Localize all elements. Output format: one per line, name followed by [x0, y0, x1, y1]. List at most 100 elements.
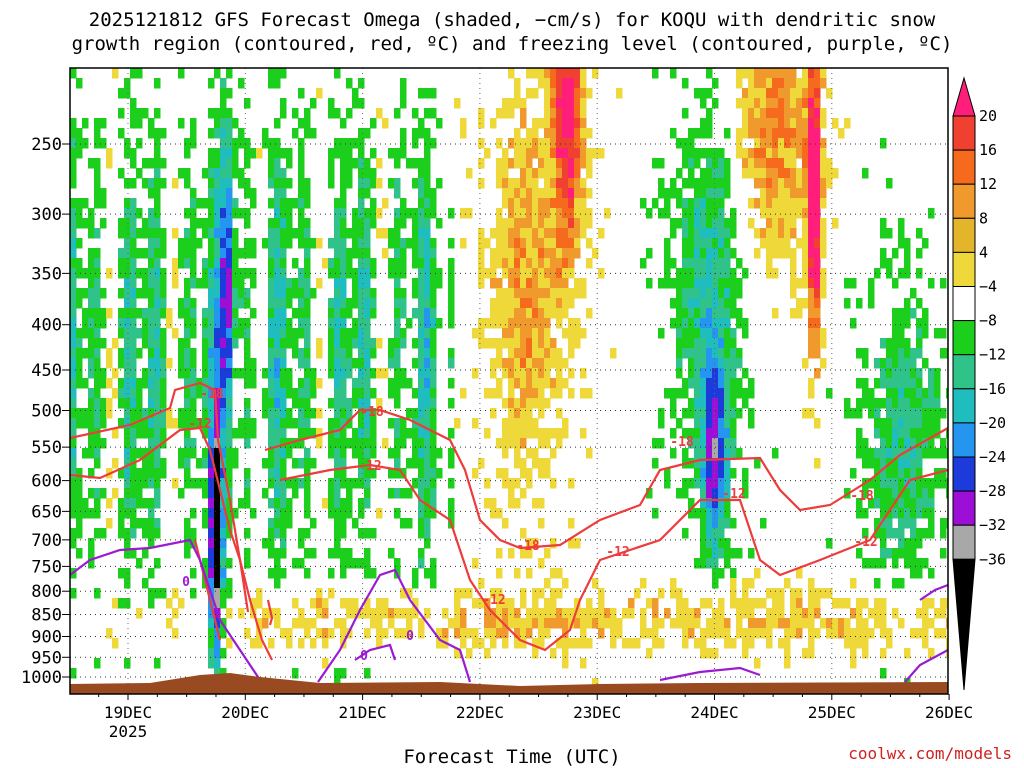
omega-cell: [550, 228, 557, 239]
omega-cell: [292, 668, 299, 679]
omega-cell: [418, 348, 425, 359]
omega-cell: [694, 378, 701, 389]
omega-cell: [292, 458, 299, 469]
omega-cell: [532, 358, 539, 369]
credit-link[interactable]: coolwx.com/models: [848, 744, 1012, 763]
omega-cell: [400, 78, 407, 89]
y-tick-label: 550: [31, 438, 62, 458]
omega-cell: [118, 528, 125, 539]
omega-cell: [196, 278, 203, 289]
omega-cell: [112, 68, 119, 79]
omega-cell: [694, 438, 701, 449]
omega-cell: [538, 268, 545, 279]
omega-cell: [688, 148, 695, 159]
omega-cell: [142, 158, 149, 169]
omega-cell: [496, 628, 503, 639]
omega-cell: [490, 258, 497, 269]
omega-cell: [712, 218, 719, 229]
omega-cell: [394, 488, 401, 499]
omega-cell: [130, 338, 137, 349]
omega-cell: [430, 208, 437, 219]
omega-cell: [124, 458, 131, 469]
omega-cell: [112, 488, 119, 499]
omega-cell: [766, 208, 773, 219]
omega-cell: [862, 628, 869, 639]
omega-cell: [184, 318, 191, 329]
omega-cell: [724, 468, 731, 479]
omega-cell: [334, 68, 341, 79]
omega-cell: [790, 108, 797, 119]
omega-cell: [928, 448, 935, 459]
omega-cell: [208, 308, 215, 319]
omega-cell: [358, 508, 365, 519]
omega-cell: [508, 438, 515, 449]
omega-cell: [916, 488, 923, 499]
omega-cell: [358, 138, 365, 149]
omega-cell: [868, 288, 875, 299]
omega-cell: [568, 368, 575, 379]
omega-cell: [220, 558, 227, 569]
omega-cell: [568, 538, 575, 549]
omega-cell: [736, 628, 743, 639]
omega-cell: [946, 348, 948, 359]
omega-cell: [712, 298, 719, 309]
omega-cell: [94, 658, 101, 669]
omega-cell: [706, 478, 713, 489]
omega-cell: [394, 608, 401, 619]
omega-cell: [532, 138, 539, 149]
omega-cell: [796, 138, 803, 149]
omega-cell: [742, 468, 749, 479]
omega-cell: [544, 78, 551, 89]
omega-cell: [424, 398, 431, 409]
omega-cell: [514, 438, 521, 449]
omega-cell: [562, 178, 569, 189]
omega-cell: [358, 288, 365, 299]
omega-cell: [226, 218, 233, 229]
omega-cell: [544, 278, 551, 289]
omega-cell: [328, 168, 335, 179]
omega-cell: [280, 188, 287, 199]
omega-cell: [340, 558, 347, 569]
omega-cell: [436, 218, 443, 229]
omega-cell: [406, 518, 413, 529]
omega-cell: [700, 198, 707, 209]
omega-cell: [328, 268, 335, 279]
omega-cell: [88, 228, 95, 239]
omega-cell: [892, 608, 899, 619]
omega-cell: [418, 368, 425, 379]
omega-cell: [874, 478, 881, 489]
omega-cell: [928, 378, 935, 389]
omega-cell: [244, 528, 251, 539]
omega-cell: [400, 368, 407, 379]
omega-cell: [226, 328, 233, 339]
omega-cell: [154, 428, 161, 439]
omega-cell: [430, 298, 437, 309]
omega-cell: [730, 468, 737, 479]
omega-cell: [880, 138, 887, 149]
omega-cell: [214, 438, 221, 449]
omega-cell: [172, 608, 179, 619]
omega-cell: [502, 398, 509, 409]
omega-cell: [190, 568, 197, 579]
omega-cell: [700, 508, 707, 519]
omega-cell: [748, 78, 755, 89]
omega-cell: [394, 258, 401, 269]
omega-cell: [592, 248, 599, 259]
omega-cell: [418, 498, 425, 509]
omega-cell: [340, 308, 347, 319]
y-tick-label: 850: [31, 606, 62, 626]
omega-cell: [520, 158, 527, 169]
omega-cell: [718, 388, 725, 399]
omega-cell: [508, 178, 515, 189]
x-tick-label: 24DEC: [690, 703, 738, 722]
omega-cell: [598, 148, 605, 159]
omega-cell: [706, 168, 713, 179]
omega-cell: [130, 258, 137, 269]
omega-cell: [550, 188, 557, 199]
omega-cell: [370, 608, 377, 619]
omega-cell: [430, 448, 437, 459]
omega-cell: [70, 338, 77, 349]
omega-cell: [352, 318, 359, 329]
omega-cell: [268, 248, 275, 259]
omega-cell: [688, 428, 695, 439]
